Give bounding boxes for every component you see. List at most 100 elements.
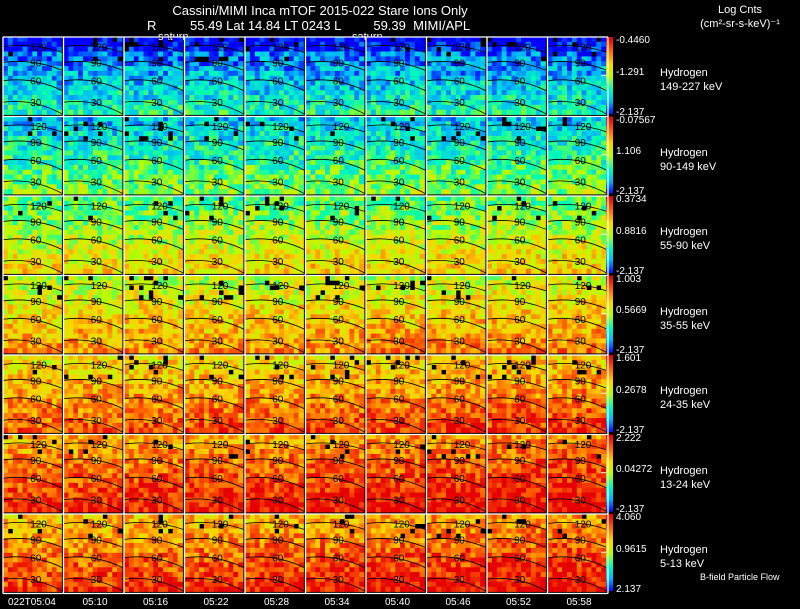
heatmap-cell <box>87 189 94 195</box>
heatmap-cell <box>591 131 597 137</box>
heatmap-cell <box>148 196 154 202</box>
heatmap-cell <box>339 155 345 161</box>
contour-line <box>184 79 245 92</box>
heatmap-cell <box>284 135 290 142</box>
heatmap-cell <box>540 155 546 161</box>
heatmap-cell <box>249 259 256 265</box>
heatmap-cell <box>385 121 391 127</box>
colorbar-step <box>606 103 613 107</box>
heatmap-cell <box>3 70 9 77</box>
heatmap-cell <box>148 46 154 52</box>
heatmap-cell <box>530 37 537 43</box>
heatmap-cell <box>153 37 159 43</box>
heatmap-cell <box>436 41 442 47</box>
heatmap-cell <box>218 164 224 171</box>
heatmap-cell <box>414 46 421 52</box>
heatmap-cell <box>32 150 38 156</box>
heatmap-cell <box>143 268 149 274</box>
heatmap-cell <box>112 75 118 81</box>
heatmap-cell <box>32 164 38 171</box>
heatmap-cell <box>264 184 270 190</box>
heatmap-cell <box>124 109 130 115</box>
heatmap-cell <box>264 249 270 255</box>
heatmap-cell <box>218 135 224 142</box>
heatmap-cell <box>37 37 43 43</box>
heatmap-cell <box>254 145 261 151</box>
heatmap-cell <box>446 109 452 115</box>
heatmap-cell <box>32 184 38 190</box>
heatmap-cell <box>344 46 350 52</box>
heatmap-cell <box>526 155 532 161</box>
heatmap-cell <box>138 234 144 240</box>
heatmap-cell <box>63 174 69 180</box>
heatmap-cell <box>223 51 229 57</box>
heatmap-cell <box>496 135 503 142</box>
heatmap-cell <box>153 145 159 151</box>
heatmap-cell <box>441 145 447 151</box>
contour-line <box>486 45 547 53</box>
heatmap-cell <box>596 100 602 106</box>
heatmap-cell <box>68 100 74 106</box>
heatmap-cell <box>22 85 28 91</box>
heatmap-cell <box>426 80 432 86</box>
heatmap-cell <box>46 234 53 240</box>
heatmap-cell <box>51 85 58 91</box>
heatmap-cell <box>189 126 195 132</box>
heatmap-cell <box>349 131 355 137</box>
heatmap-cell <box>375 37 382 43</box>
heatmap-cell <box>42 160 48 166</box>
heatmap-cell <box>405 179 411 185</box>
heatmap-cell <box>27 189 33 195</box>
heatmap-cell <box>87 210 94 216</box>
heatmap-cell <box>552 46 558 52</box>
heatmap-cell <box>380 90 386 96</box>
heatmap-cell <box>535 140 542 146</box>
heatmap-cell <box>349 145 355 151</box>
heatmap-cell <box>87 263 94 269</box>
heatmap-cell <box>511 46 517 52</box>
heatmap-cell <box>112 254 118 260</box>
heatmap-cell <box>167 205 174 211</box>
heatmap-cell <box>298 249 304 255</box>
heatmap-cell <box>148 150 154 156</box>
heatmap-cell <box>465 140 471 146</box>
heatmap-cell <box>460 85 466 91</box>
heatmap-cell <box>68 75 74 81</box>
heatmap-cell <box>436 189 442 195</box>
heatmap-cell <box>63 263 69 269</box>
heatmap-cell <box>535 164 542 171</box>
heatmap-cell <box>279 100 285 106</box>
heatmap-cell <box>32 109 38 115</box>
heatmap-cell <box>78 126 84 132</box>
heatmap-cell <box>395 90 401 96</box>
heatmap-cell <box>591 174 597 180</box>
heatmap-cell <box>487 164 493 171</box>
heatmap-cell <box>419 90 425 96</box>
heatmap-cell <box>102 174 108 180</box>
heatmap-cell <box>298 140 304 146</box>
heatmap-cell <box>56 249 62 255</box>
heatmap-cell <box>32 61 38 67</box>
heatmap-cell <box>460 179 466 185</box>
heatmap-cell <box>349 179 355 185</box>
heatmap-cell <box>199 80 205 86</box>
heatmap-cell <box>414 121 421 127</box>
heatmap-cell <box>521 184 527 190</box>
heatmap-cell <box>68 70 74 77</box>
heatmap-cell <box>562 131 568 137</box>
heatmap-cell <box>189 174 195 180</box>
heatmap-cell <box>465 174 471 180</box>
heatmap-cell <box>92 135 99 142</box>
heatmap-cell <box>293 164 300 171</box>
heatmap-cell <box>552 126 558 132</box>
heatmap-cell <box>264 220 270 226</box>
heatmap-cell <box>366 150 372 156</box>
heatmap-cell <box>455 104 462 110</box>
heatmap-cell <box>73 263 79 269</box>
heatmap-cell <box>375 51 382 57</box>
heatmap-cell <box>228 200 234 206</box>
heatmap-cell <box>329 140 336 146</box>
heatmap-cell <box>259 263 265 269</box>
heatmap-cell <box>465 85 471 91</box>
heatmap-cell <box>233 189 239 195</box>
